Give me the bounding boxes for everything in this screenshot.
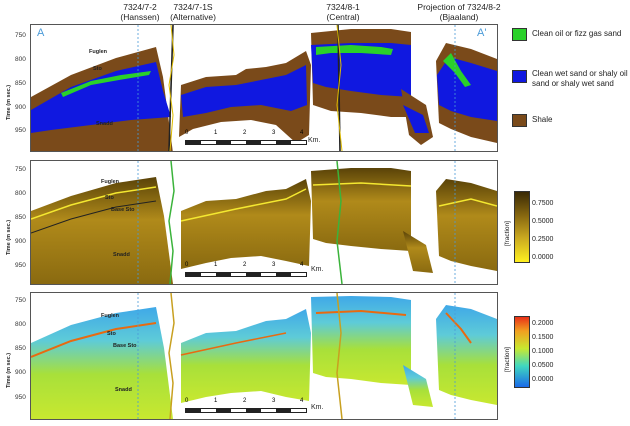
horizon-label-sto: Sto [93, 66, 103, 72]
colorbar2-label-2: 0.2500 [532, 236, 554, 243]
section-end-a-prime: A' [477, 27, 487, 39]
panel3-tick-800: 800 [15, 321, 26, 328]
colorbar3-label-0: 0.2000 [532, 320, 554, 327]
colorbar3-label-1: 0.1500 [532, 334, 554, 341]
legend-swatch-gas-sand [512, 28, 527, 41]
porosity-section-panel: Fuglen Sto Base Sto Snadd [30, 292, 498, 420]
shale-volume-section-panel: Fuglen Sto Base Sto Snadd [30, 160, 498, 285]
panel2-tick-750: 750 [15, 166, 26, 173]
colorbar3-label-4: 0.0000 [532, 376, 554, 383]
panel1-y-axis-label: Time (m sec.) [6, 84, 12, 120]
legend-label-shale: Shale [532, 115, 553, 124]
well-label-alternative: 7324/7-1S (Alternative) [170, 2, 216, 22]
horizon-label-snadd: Snadd [96, 121, 113, 127]
horizon-label-sto-3: Sto [107, 331, 117, 337]
panel1-tick-750: 750 [15, 32, 26, 39]
well-label-central: 7324/8-1 (Central) [326, 2, 360, 22]
panel2-y-axis-label: Time (m sec.) [6, 219, 12, 255]
shale-volume-section-image: Fuglen Sto Base Sto Snadd [31, 161, 497, 284]
colorbar2-title: [fraction] [504, 221, 511, 246]
panel3-scale-bar: 0 1 2 3 4 [185, 398, 310, 414]
horizon-label-fuglen-2: Fuglen [101, 179, 120, 185]
legend-swatch-wet-sand [512, 70, 527, 83]
horizon-label-fuglen-3: Fuglen [101, 313, 120, 319]
legend-label-wet-sand: Clean wet sand or shaly oil sand or shal… [532, 69, 628, 88]
panel1-tick-950: 950 [15, 127, 26, 134]
legend-label-gas-sand: Clean oil or fizz gas sand [532, 29, 622, 38]
horizon-label-fuglen: Fuglen [89, 49, 108, 55]
colorbar2-label-0: 0.7500 [532, 200, 554, 207]
colorbar2-label-1: 0.5000 [532, 218, 554, 225]
panel2-scale-unit: Km. [311, 266, 324, 273]
section-end-a: A [37, 27, 45, 39]
panel3-tick-950: 950 [15, 394, 26, 401]
panel1-tick-850: 850 [15, 80, 26, 87]
legend-swatch-shale [512, 114, 527, 127]
panel2-tick-850: 850 [15, 214, 26, 221]
panel2-tick-900: 900 [15, 238, 26, 245]
panel2-scale-bar: 0 1 2 3 4 [185, 262, 310, 278]
colorbar2-label-3: 0.0000 [532, 254, 554, 261]
panel3-tick-850: 850 [15, 345, 26, 352]
well-label-hanssen: 7324/7-2 (Hanssen) [120, 2, 160, 22]
colorbar3-title: [fraction] [504, 347, 511, 372]
panel1-scale-bar: 0 1 2 3 4 [185, 130, 310, 146]
shale-volume-colorbar [514, 191, 530, 263]
panel3-tick-750: 750 [15, 297, 26, 304]
horizon-label-snadd-2: Snadd [113, 252, 130, 258]
panel2-tick-800: 800 [15, 190, 26, 197]
panel1-tick-800: 800 [15, 56, 26, 63]
horizon-label-base-sto-3: Base Sto [113, 343, 137, 349]
well-label-bjaaland: Projection of 7324/8-2 (Bjaaland) [417, 2, 501, 22]
colorbar3-label-2: 0.1000 [532, 348, 554, 355]
panel3-y-axis-label: Time (m sec.) [6, 352, 12, 388]
panel3-tick-900: 900 [15, 369, 26, 376]
porosity-section-image: Fuglen Sto Base Sto Snadd [31, 293, 497, 419]
panel1-tick-900: 900 [15, 104, 26, 111]
panel1-scale-unit: Km. [308, 137, 321, 144]
panel2-tick-950: 950 [15, 262, 26, 269]
horizon-label-base-sto-2: Base Sto [111, 207, 135, 213]
horizon-label-snadd-3: Snadd [115, 387, 132, 393]
lithology-section-panel: Fuglen Sto Snadd [30, 24, 498, 152]
lithology-section-image: Fuglen Sto Snadd [31, 25, 497, 151]
horizon-label-sto-2: Sto [105, 195, 115, 201]
porosity-colorbar [514, 316, 530, 388]
panel3-scale-unit: Km. [311, 404, 324, 411]
colorbar3-label-3: 0.0500 [532, 362, 554, 369]
